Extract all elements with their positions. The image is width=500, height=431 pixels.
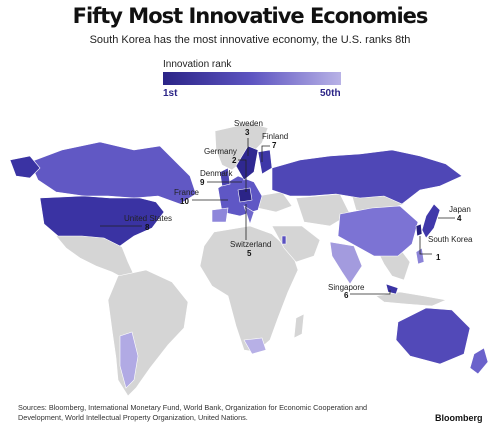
sources-note: Sources: Bloomberg, International Moneta… xyxy=(18,403,368,422)
madagascar xyxy=(293,313,305,339)
callout-usa-country: United States xyxy=(124,214,172,223)
legend-title: Innovation rank xyxy=(163,59,232,70)
callout-finland-rank: 7 xyxy=(272,141,277,150)
south-america xyxy=(107,269,189,397)
indonesia xyxy=(375,291,448,307)
callout-south-korea-rank: 1 xyxy=(436,253,441,262)
callout-france-rank: 10 xyxy=(180,197,189,206)
south-africa xyxy=(243,337,267,355)
australia xyxy=(395,307,471,365)
china xyxy=(337,205,419,257)
bloomberg-logo: Bloomberg xyxy=(435,413,483,423)
callout-france: France 10 xyxy=(174,188,228,206)
callout-finland: Finland 7 xyxy=(261,132,288,162)
callout-switzerland: Switzerland 5 xyxy=(230,204,271,258)
malaysia-singapore xyxy=(385,283,399,295)
callout-japan: Japan 4 xyxy=(438,205,471,223)
callout-singapore-country: Singapore xyxy=(328,283,365,292)
callout-denmark-country: Denmark xyxy=(200,169,233,178)
russia xyxy=(271,149,463,205)
argentina-chile xyxy=(119,331,139,389)
israel xyxy=(281,235,287,245)
legend-max-label: 50th xyxy=(320,88,341,99)
japan xyxy=(421,203,441,239)
callout-south-korea-country-1: South Korea xyxy=(428,235,473,244)
callout-germany: Germany 2 xyxy=(204,147,247,192)
callout-singapore: Singapore 6 xyxy=(328,283,391,300)
callout-sweden-rank: 3 xyxy=(245,128,250,137)
callout-france-country: France xyxy=(174,188,199,197)
callout-germany-country: Germany xyxy=(204,147,237,156)
map-title: Fifty Most Innovative Economies xyxy=(72,4,429,28)
iberia xyxy=(211,207,229,223)
finland xyxy=(257,149,273,175)
canada xyxy=(29,141,197,205)
callout-south-korea: South Korea 1 xyxy=(419,235,473,262)
callout-denmark: Denmark 9 xyxy=(200,169,242,187)
callout-finland-country: Finland xyxy=(262,132,288,141)
italy xyxy=(243,205,255,225)
south-korea xyxy=(415,223,423,237)
callout-usa: United States 8 xyxy=(100,214,172,232)
callout-singapore-rank: 6 xyxy=(344,291,349,300)
uk-ireland xyxy=(219,167,231,187)
callout-switzerland-country: Switzerland xyxy=(230,240,271,249)
callout-usa-rank: 8 xyxy=(145,223,150,232)
germany xyxy=(237,187,253,203)
legend-color-scale xyxy=(163,72,341,85)
usa xyxy=(39,195,165,247)
callout-japan-country: Japan xyxy=(449,205,471,214)
callout-denmark-rank: 9 xyxy=(200,178,205,187)
callout-sweden-country: Sweden xyxy=(234,119,263,128)
map-subtitle: South Korea has the most innovative econ… xyxy=(89,34,411,46)
callout-germany-rank: 2 xyxy=(232,156,237,165)
callout-sweden: Sweden 3 xyxy=(234,119,263,156)
india xyxy=(329,241,363,285)
callout-japan-rank: 4 xyxy=(457,214,462,223)
legend-min-label: 1st xyxy=(163,88,178,99)
middle-east xyxy=(271,225,321,263)
scandinavia xyxy=(235,145,259,181)
new-zealand xyxy=(469,347,489,375)
usa-alaska xyxy=(9,155,41,179)
callout-switzerland-rank: 5 xyxy=(247,249,252,258)
